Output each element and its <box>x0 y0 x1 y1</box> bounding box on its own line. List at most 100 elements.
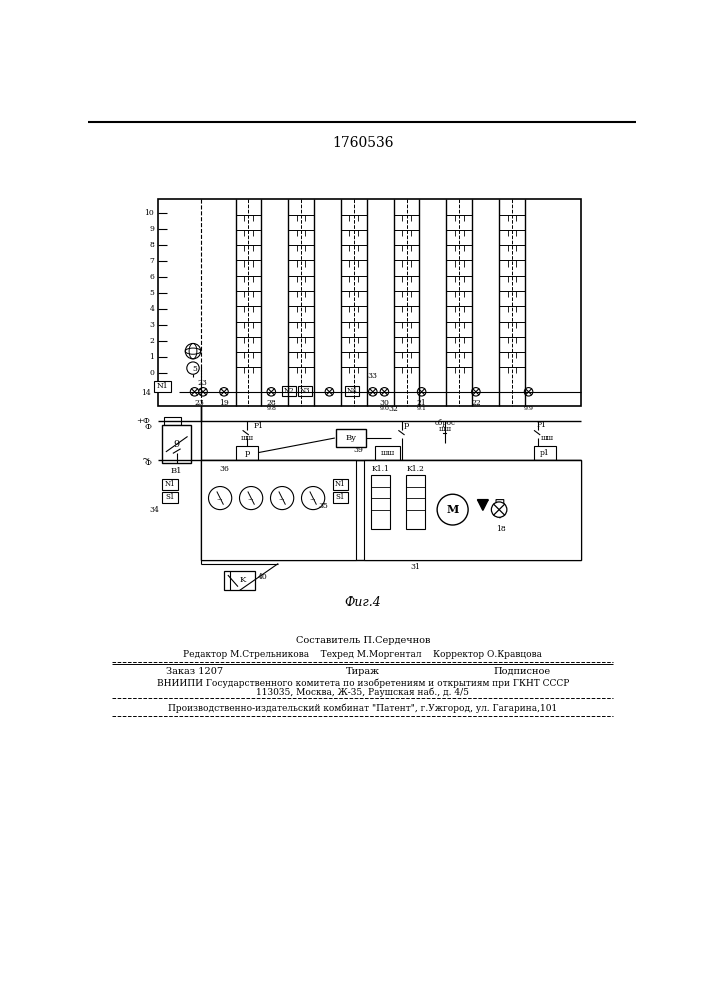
Bar <box>375 446 400 460</box>
Circle shape <box>220 388 228 396</box>
Text: 1760536: 1760536 <box>332 136 394 150</box>
Circle shape <box>491 502 507 517</box>
Circle shape <box>417 388 426 396</box>
Circle shape <box>240 487 263 510</box>
Text: ВНИИПИ Государственного комитета по изобретениям и открытиям при ГКНТ СССР: ВНИИПИ Государственного комитета по изоб… <box>156 678 569 688</box>
Bar <box>332 479 348 490</box>
Text: 33: 33 <box>368 372 378 380</box>
Text: 39: 39 <box>353 446 363 454</box>
Polygon shape <box>477 500 489 510</box>
Bar <box>224 571 255 590</box>
Text: 9.0: 9.0 <box>380 406 390 411</box>
Bar <box>154 381 171 392</box>
Text: 3: 3 <box>149 321 154 329</box>
Bar <box>332 492 348 503</box>
Text: S1: S1 <box>336 493 345 501</box>
Text: шш: шш <box>241 434 254 442</box>
Text: Ф: Ф <box>145 423 152 431</box>
Text: 36: 36 <box>219 465 229 473</box>
Text: 10: 10 <box>144 209 154 217</box>
Bar <box>158 199 580 406</box>
Text: 2: 2 <box>149 337 154 345</box>
Text: р1: р1 <box>540 449 550 457</box>
Text: N1: N1 <box>157 382 168 390</box>
Text: ...: ... <box>247 494 255 502</box>
Circle shape <box>437 494 468 525</box>
Circle shape <box>185 343 201 359</box>
Text: шш: шш <box>541 434 554 442</box>
Text: K: K <box>240 576 246 584</box>
Bar <box>345 386 359 396</box>
Bar <box>162 425 192 463</box>
Text: 9: 9 <box>149 225 154 233</box>
Text: шш: шш <box>438 425 451 433</box>
Text: 9.1: 9.1 <box>416 406 426 411</box>
Text: шш: шш <box>380 449 395 457</box>
Text: 5: 5 <box>149 289 154 297</box>
Text: 23: 23 <box>194 399 204 407</box>
Text: ~: ~ <box>142 455 151 464</box>
Text: 9.9: 9.9 <box>524 406 534 411</box>
Bar <box>337 429 366 447</box>
Text: сброс: сброс <box>434 419 455 427</box>
Bar <box>162 492 177 503</box>
Text: B1: B1 <box>171 467 182 475</box>
Text: N3: N3 <box>299 387 310 395</box>
FancyArrow shape <box>496 500 504 518</box>
Text: ...: ... <box>279 494 286 502</box>
Text: S1: S1 <box>165 493 175 501</box>
Circle shape <box>267 388 276 396</box>
Text: 32: 32 <box>389 405 399 413</box>
Text: N2: N2 <box>284 387 294 395</box>
Text: P1: P1 <box>253 422 264 430</box>
Text: 30: 30 <box>380 399 390 407</box>
Text: 35: 35 <box>319 502 329 510</box>
Text: Заказ 1207: Заказ 1207 <box>166 667 223 676</box>
Bar <box>363 460 580 560</box>
Circle shape <box>525 388 533 396</box>
Text: 34: 34 <box>150 506 160 514</box>
Bar <box>371 475 390 529</box>
Bar <box>298 386 312 396</box>
Text: 28: 28 <box>267 399 276 407</box>
Text: N1: N1 <box>335 480 346 488</box>
Text: 19: 19 <box>219 399 229 407</box>
Bar <box>406 475 425 529</box>
Text: P1: P1 <box>537 421 547 429</box>
Text: N4: N4 <box>346 387 357 395</box>
Circle shape <box>368 388 377 396</box>
Circle shape <box>187 362 199 374</box>
Bar <box>164 417 182 425</box>
Text: ...: ... <box>217 494 223 502</box>
Text: Фиг.4: Фиг.4 <box>344 596 381 609</box>
Text: 18: 18 <box>496 525 506 533</box>
Text: 9: 9 <box>174 440 180 449</box>
Circle shape <box>472 388 480 396</box>
Circle shape <box>380 388 389 396</box>
Text: M: M <box>446 504 459 515</box>
Bar <box>201 460 580 560</box>
Text: ...: ... <box>310 494 317 502</box>
Bar <box>534 446 556 460</box>
Text: 0: 0 <box>149 369 154 377</box>
Text: 7: 7 <box>149 257 154 265</box>
Circle shape <box>209 487 232 510</box>
Text: K1.1: K1.1 <box>372 465 390 473</box>
Bar <box>162 479 177 490</box>
Text: 31: 31 <box>411 563 421 571</box>
Text: 9.8: 9.8 <box>267 406 276 411</box>
Text: 5: 5 <box>192 365 197 373</box>
Text: +Ф: +Ф <box>136 417 151 425</box>
Text: 21: 21 <box>416 399 426 407</box>
Text: N1: N1 <box>165 480 175 488</box>
Text: 8: 8 <box>149 241 154 249</box>
Text: K1.2: K1.2 <box>407 465 424 473</box>
Text: Ф: Ф <box>145 459 152 467</box>
Bar <box>282 386 296 396</box>
Text: 40: 40 <box>258 573 268 581</box>
Bar <box>236 446 258 460</box>
Text: 1: 1 <box>149 353 154 361</box>
Text: Bу: Bу <box>346 434 356 442</box>
Text: 113035, Москва, Ж-35, Раушская наб., д. 4/5: 113035, Москва, Ж-35, Раушская наб., д. … <box>256 687 469 697</box>
Text: Производственно-издательский комбинат "Патент", г.Ужгород, ул. Гагарина,101: Производственно-издательский комбинат "П… <box>168 704 557 713</box>
